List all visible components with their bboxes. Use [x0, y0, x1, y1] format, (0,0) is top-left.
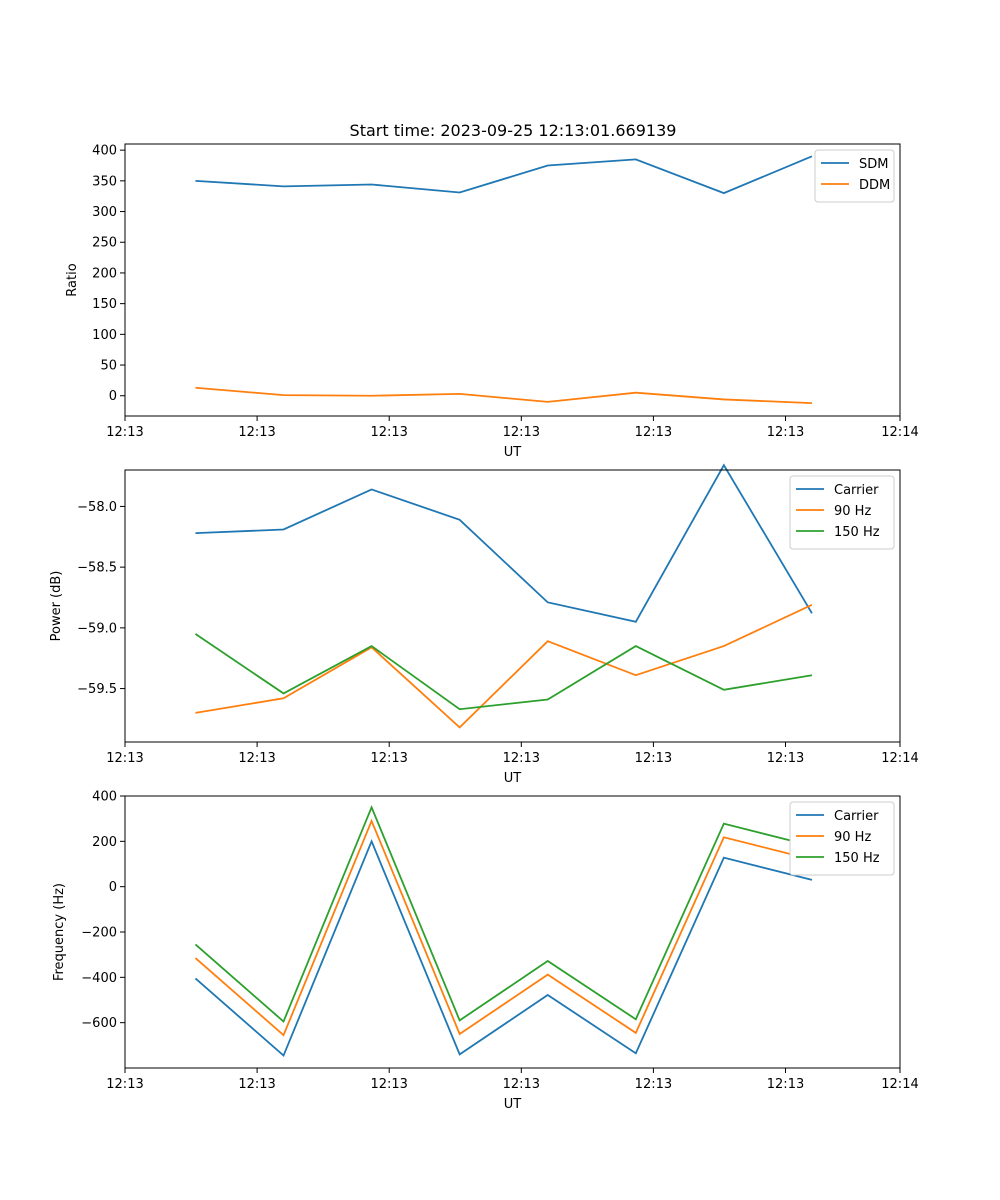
legend-label: 90 Hz — [834, 504, 871, 519]
x-tick-label: 12:13 — [370, 425, 407, 440]
x-tick-label: 12:14 — [881, 1077, 918, 1092]
y-tick-label: 150 — [92, 297, 117, 312]
series-line-90-hz — [195, 603, 813, 729]
x-tick-label: 12:13 — [370, 751, 407, 766]
y-tick-label: −200 — [81, 926, 117, 941]
y-tick-label: −58.5 — [77, 561, 117, 576]
legend-label: 150 Hz — [834, 851, 880, 866]
legend: SDM DDM — [814, 149, 895, 203]
x-tick-label: 12:13 — [503, 751, 540, 766]
x-axis-label: UT — [504, 1097, 522, 1112]
x-tick-label: 12:13 — [635, 751, 672, 766]
series-lines — [194, 804, 813, 1058]
y-tick-label: −59.5 — [77, 682, 117, 697]
series-line-150-hz — [194, 804, 813, 1024]
x-tick-label: 12:13 — [370, 1077, 407, 1092]
x-tick-label: 12:13 — [106, 1077, 143, 1092]
y-tick-label: 200 — [92, 835, 117, 850]
legend: Carrier 90 Hz 150 Hz — [789, 475, 895, 550]
legend-label: Carrier — [834, 809, 879, 824]
y-axis-label: Ratio — [65, 263, 80, 296]
x-tick-label: 12:13 — [106, 425, 143, 440]
y-tick-label: 50 — [100, 359, 117, 374]
y-tick-label: 400 — [92, 144, 117, 159]
axes-frame — [124, 143, 901, 417]
legend-label: DDM — [859, 178, 890, 193]
series-lines — [194, 463, 813, 729]
x-tick-label: 12:13 — [238, 1077, 275, 1092]
y-tick-label: 0 — [109, 389, 117, 404]
x-axis-label: UT — [504, 445, 522, 460]
y-axis-label: Frequency (Hz) — [52, 883, 67, 981]
series-line-90-hz — [194, 818, 813, 1037]
y-tick-label: 300 — [92, 205, 117, 220]
y-tick-label: −59.0 — [77, 621, 117, 636]
x-tick-label: 12:14 — [881, 425, 918, 440]
y-tick-label: −400 — [81, 971, 117, 986]
x-tick-label: 12:13 — [635, 1077, 672, 1092]
chart-panel-1: 12:13 12:13 12:13 12:13 12:13 12:13 12:14 0 50 10… — [65, 143, 919, 460]
series-line-150-hz — [194, 633, 813, 711]
y-tick-label: 200 — [92, 266, 117, 281]
series-line-ddm — [195, 386, 812, 405]
legend: Carrier 90 Hz 150 Hz — [789, 801, 895, 876]
x-tick-label: 12:13 — [767, 751, 804, 766]
x-tick-label: 12:13 — [767, 1077, 804, 1092]
y-axis-label: Power (dB) — [49, 571, 64, 642]
x-axis-label: UT — [504, 771, 522, 786]
y-tick-label: 350 — [92, 174, 117, 189]
axes-frame — [124, 469, 901, 743]
x-tick-label: 12:13 — [635, 425, 672, 440]
series-line-carrier — [195, 463, 813, 623]
y-tick-label: 400 — [92, 790, 117, 805]
chart-panel-2: 12:13 12:13 12:13 12:13 12:13 12:13 12:14 −59.5… — [49, 463, 919, 786]
x-tick-label: 12:13 — [503, 425, 540, 440]
x-tick-label: 12:13 — [767, 425, 804, 440]
x-tick-label: 12:13 — [106, 751, 143, 766]
legend-label: 150 Hz — [834, 525, 880, 540]
y-tick-label: −58.0 — [77, 500, 117, 515]
series-line-carrier — [194, 838, 813, 1058]
legend-label: 90 Hz — [834, 830, 871, 845]
x-tick-label: 12:13 — [238, 425, 275, 440]
legend-label: SDM — [859, 157, 888, 172]
chart-panel-3: 12:13 12:13 12:13 12:13 12:13 12:13 12:14 −600 −… — [52, 790, 919, 1113]
x-tick-label: 12:14 — [881, 751, 918, 766]
legend-label: Carrier — [834, 483, 879, 498]
series-line-sdm — [195, 155, 813, 195]
x-tick-label: 12:13 — [238, 751, 275, 766]
y-tick-label: 100 — [92, 328, 117, 343]
figure-title: Start time: 2023-09-25 12:13:01.669139 — [350, 121, 677, 140]
y-tick-label: −600 — [81, 1016, 117, 1031]
chart-panels: 12:13 12:13 12:13 12:13 12:13 12:13 12:14 0 50 10… — [49, 143, 919, 1113]
y-tick-label: 0 — [109, 880, 117, 895]
y-tick-label: 250 — [92, 236, 117, 251]
x-tick-label: 12:13 — [503, 1077, 540, 1092]
series-lines — [195, 155, 813, 405]
